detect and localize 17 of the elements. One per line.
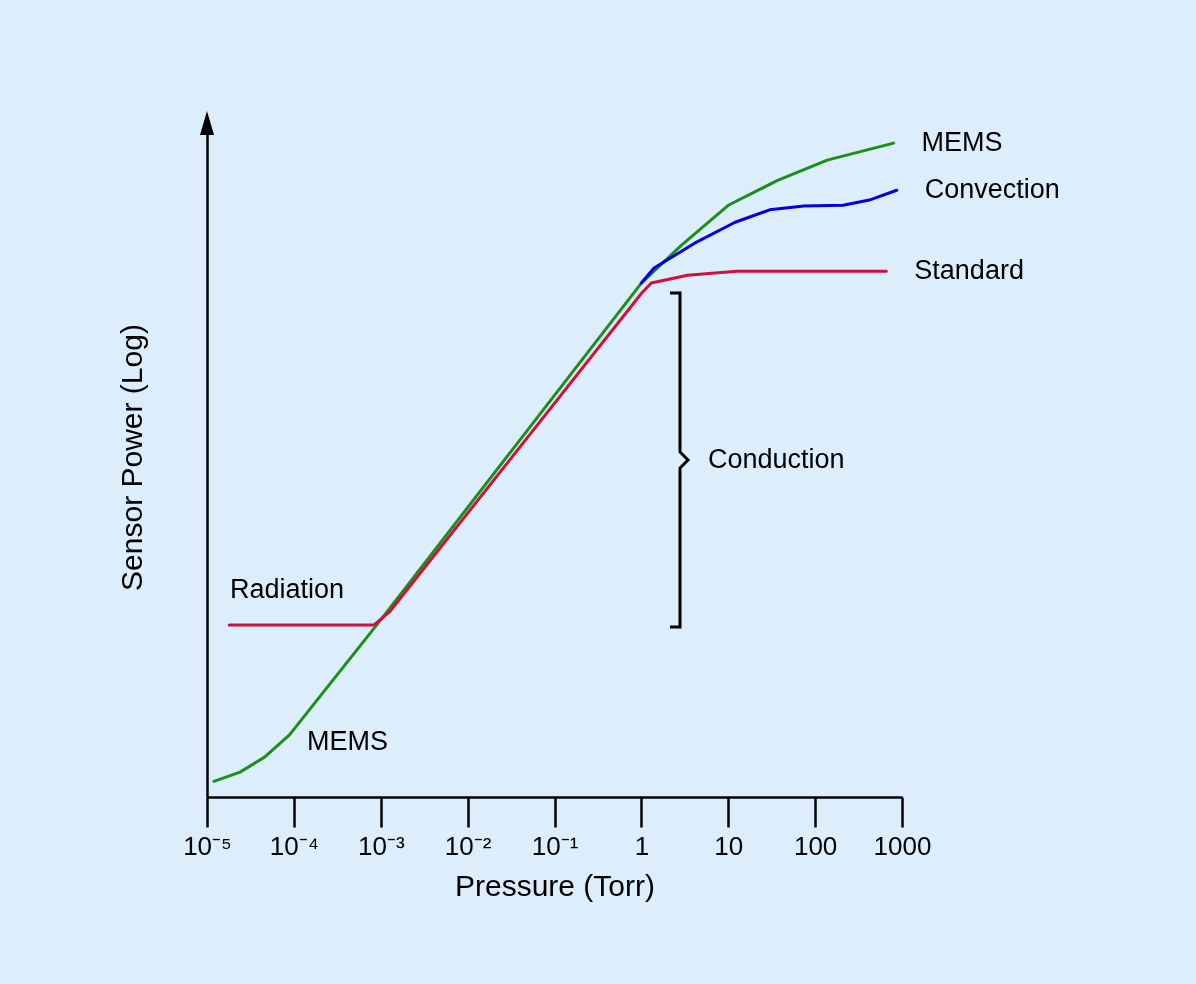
x-tick-label: 10⁻³ (357, 830, 405, 861)
series-label: MEMS (921, 127, 1003, 158)
annotation: MEMS (307, 726, 388, 756)
x-tick-label: 10⁻¹ (531, 830, 579, 861)
annotation: Radiation (230, 574, 345, 604)
x-tick-label: 1000 (873, 830, 932, 861)
series-label: Convection (924, 174, 1060, 205)
x-tick-label: 10⁻⁴ (269, 830, 319, 861)
y-axis-title: Sensor Power (Log) (114, 324, 148, 591)
series-label: Standard (914, 255, 1024, 286)
annotation: Conduction (708, 444, 845, 474)
x-tick-label: 10⁻² (444, 830, 492, 861)
x-tick-label: 10 (714, 830, 744, 861)
x-tick-label: 10⁻⁵ (183, 830, 232, 861)
x-tick-label: 1 (634, 830, 650, 861)
x-tick-label: 100 (793, 830, 838, 861)
x-axis-title: Pressure (Torr) (454, 868, 656, 902)
